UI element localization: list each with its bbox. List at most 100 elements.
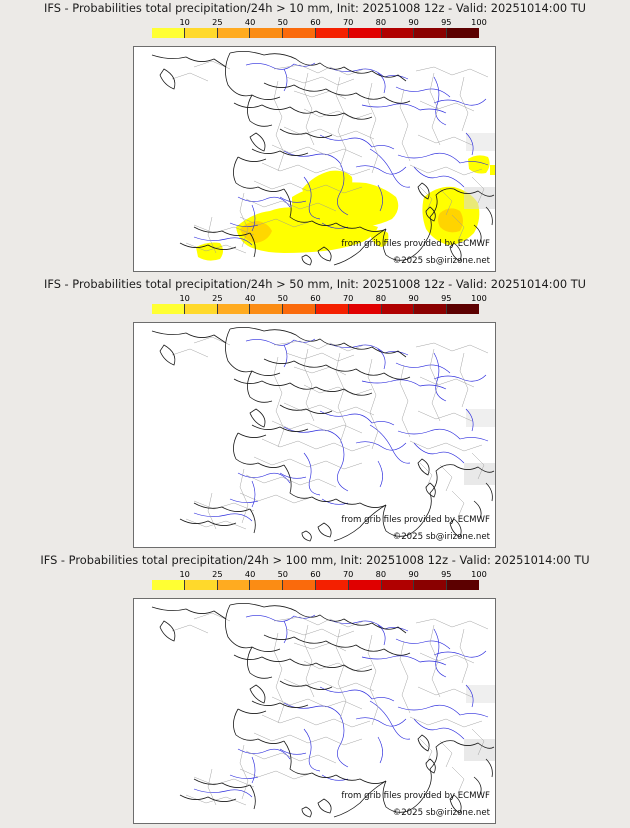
- colorbar-segment-80: [348, 28, 382, 38]
- colorbar-tick-80: 80: [375, 293, 387, 303]
- panel-title-0: IFS - Probabilities total precipitation/…: [43, 1, 587, 15]
- colorbar-segment-10: [152, 28, 185, 38]
- colorbar-tick-10: 10: [179, 293, 190, 303]
- precip-blob-spain-east: [236, 207, 378, 253]
- colorbar-tick-50: 50: [277, 17, 289, 27]
- forecast-panel-10mm: IFS - Probabilities total precipitation/…: [0, 0, 630, 276]
- colorbar: 10 25 40 50 60 70 80 90 95 100: [152, 569, 487, 591]
- colorbar-tick-40: 40: [244, 293, 256, 303]
- colorbar-tick-90: 90: [408, 569, 419, 579]
- colorbar-tick-labels: 10 25 40 50 60 70 80 90 95 100: [152, 569, 486, 580]
- rivers-layer: [193, 338, 489, 522]
- colorbar-segment-70: [315, 304, 349, 314]
- colorbar-tick-90: 90: [408, 293, 419, 303]
- panel-title-1: IFS - Probabilities total precipitation/…: [43, 277, 587, 291]
- colorbar-tick-10: 10: [179, 17, 190, 27]
- colorbar-segment-10: [152, 580, 185, 590]
- colorbar-segment-95: [414, 580, 448, 590]
- colorbar-segment-100: [447, 28, 479, 38]
- admin-borders-layer: [171, 336, 489, 530]
- colorbar-segment-40: [217, 580, 251, 590]
- precip-blob-spain-south: [196, 242, 223, 261]
- colorbar-segment-60: [283, 580, 316, 590]
- map-frame[interactable]: from grib files provided by ECMWF ©2025 …: [133, 46, 496, 272]
- colorbar-tick-25: 25: [212, 17, 223, 27]
- colorbar-tick-100: 100: [471, 293, 487, 303]
- panel-title-2: IFS - Probabilities total precipitation/…: [40, 553, 590, 567]
- colorbar-tick-60: 60: [310, 293, 321, 303]
- colorbar-segment-95: [414, 28, 448, 38]
- colorbar-tick-60: 60: [310, 569, 321, 579]
- colorbar-segment-40: [217, 28, 251, 38]
- colorbar-segment-95: [414, 304, 448, 314]
- colorbar-segment-60: [283, 28, 316, 38]
- colorbar-segment-100: [447, 304, 479, 314]
- colorbar-tick-60: 60: [310, 17, 321, 27]
- colorbar-tick-70: 70: [342, 293, 354, 303]
- colorbar-segment-100: [447, 580, 479, 590]
- colorbar-tick-70: 70: [342, 569, 354, 579]
- map-shading-layer: [464, 409, 495, 485]
- colorbar-swatches: [152, 28, 479, 38]
- colorbar-segment-50: [250, 304, 284, 314]
- colorbar-swatches: [152, 580, 479, 590]
- colorbar-tick-80: 80: [375, 569, 387, 579]
- map-canvas: [151, 327, 495, 542]
- map-canvas: [151, 51, 495, 266]
- colorbar-segment-10: [152, 304, 185, 314]
- colorbar-tick-70: 70: [342, 17, 354, 27]
- copyright-attribution: ©2025 sb@irizone.net: [392, 256, 490, 266]
- colorbar-segment-70: [315, 580, 349, 590]
- colorbar: 10 25 40 50 60 70 80 90 95 100: [152, 293, 487, 315]
- forecast-panel-100mm: IFS - Probabilities total precipitation/…: [0, 552, 630, 828]
- colorbar-segment-25: [184, 580, 218, 590]
- colorbar-tick-90: 90: [408, 17, 419, 27]
- map-frame[interactable]: from grib files provided by ECMWF ©2025 …: [133, 322, 496, 548]
- rivers-layer: [193, 62, 489, 246]
- precip-blob-italy-core: [438, 208, 463, 233]
- colorbar-segment-90: [381, 580, 415, 590]
- map-canvas: [151, 603, 495, 818]
- colorbar-tick-10: 10: [179, 569, 190, 579]
- precipitation-overlay: [196, 155, 495, 261]
- colorbar-segment-40: [217, 304, 251, 314]
- colorbar-tick-25: 25: [212, 569, 223, 579]
- data-source-attribution: from grib files provided by ECMWF: [341, 515, 490, 525]
- precip-blob-gulflion: [302, 170, 353, 197]
- colorbar-segment-80: [348, 304, 382, 314]
- colorbar-tick-50: 50: [277, 293, 289, 303]
- colorbar-tick-80: 80: [375, 17, 387, 27]
- colorbar-segment-50: [250, 580, 284, 590]
- map-shading-layer: [464, 685, 495, 761]
- colorbar-tick-95: 95: [441, 17, 452, 27]
- colorbar-segment-90: [381, 304, 415, 314]
- admin-borders-layer: [171, 612, 489, 806]
- copyright-attribution: ©2025 sb@irizone.net: [392, 808, 490, 818]
- colorbar-segment-60: [283, 304, 316, 314]
- coastlines-layer: [151, 327, 495, 542]
- coastlines-layer: [151, 603, 495, 818]
- colorbar-tick-100: 100: [471, 569, 487, 579]
- colorbar-segment-80: [348, 580, 382, 590]
- precip-blob-italy-north: [468, 155, 490, 174]
- data-source-attribution: from grib files provided by ECMWF: [341, 791, 490, 801]
- colorbar-tick-40: 40: [244, 569, 256, 579]
- colorbar-tick-95: 95: [441, 569, 452, 579]
- admin-borders-layer: [171, 60, 489, 254]
- colorbar-segment-90: [381, 28, 415, 38]
- colorbar-tick-25: 25: [212, 293, 223, 303]
- forecast-panel-50mm: IFS - Probabilities total precipitation/…: [0, 276, 630, 552]
- colorbar-tick-labels: 10 25 40 50 60 70 80 90 95 100: [152, 293, 486, 304]
- coastlines-layer: [151, 51, 495, 266]
- data-source-attribution: from grib files provided by ECMWF: [341, 239, 490, 249]
- colorbar-segment-25: [184, 304, 218, 314]
- colorbar-segment-50: [250, 28, 284, 38]
- colorbar-segment-70: [315, 28, 349, 38]
- copyright-attribution: ©2025 sb@irizone.net: [392, 532, 490, 542]
- colorbar-tick-50: 50: [277, 569, 289, 579]
- colorbar-tick-labels: 10 25 40 50 60 70 80 90 95 100: [152, 17, 486, 28]
- map-frame[interactable]: from grib files provided by ECMWF ©2025 …: [133, 598, 496, 824]
- colorbar-tick-40: 40: [244, 17, 256, 27]
- colorbar: 10 25 40 50 60 70 80 90 95 100: [152, 17, 487, 39]
